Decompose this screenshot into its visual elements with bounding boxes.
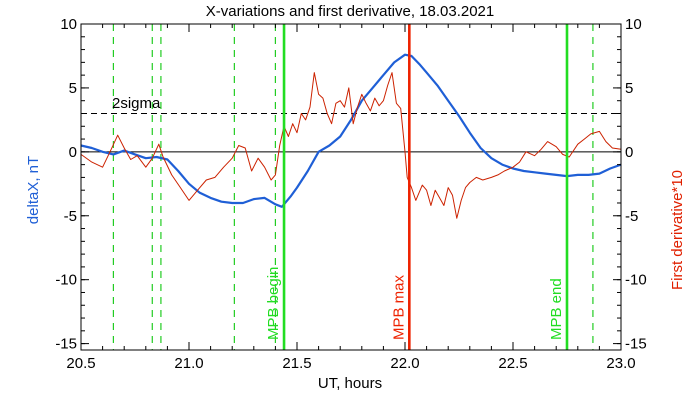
event-label-mpb-max: MPB max: [390, 274, 407, 340]
y-tick-label-left: 0: [69, 144, 77, 161]
x-axis-label: UT, hours: [318, 375, 382, 392]
deltaX-line: [80, 53, 622, 208]
y-tick-label-right: -10: [625, 272, 647, 289]
event-label-mpb-end: MPB end: [548, 278, 565, 340]
y-tick-label-left: 10: [60, 16, 77, 33]
x-tick-label: 20.5: [66, 355, 95, 372]
x-tick-label: 23.0: [606, 355, 635, 372]
y-tick-label-right: 5: [625, 80, 633, 97]
x-tick-label: 21.5: [282, 355, 311, 372]
y-axis-left-label: deltaX, nT: [25, 156, 42, 224]
event-label-mpb-begin: MPB begin: [265, 267, 282, 340]
chart-title: X-variations and first derivative, 18.03…: [206, 3, 495, 20]
x-tick-label: 22.0: [390, 355, 419, 372]
y-tick-label-left: -5: [64, 208, 77, 225]
y-axis-right-label: First derivative*10: [669, 170, 686, 290]
y-tick-label-right: 10: [625, 16, 642, 33]
y-tick-label-left: -10: [55, 272, 77, 289]
derivative-line: [80, 72, 622, 219]
y-tick-label-right: 0: [625, 144, 633, 161]
x-tick-label: 21.0: [174, 355, 203, 372]
sigma-label: 2sigma: [112, 95, 161, 112]
y-tick-label-right: -15: [625, 336, 647, 353]
y-tick-label-right: -5: [625, 208, 638, 225]
x-tick-label: 22.5: [498, 355, 527, 372]
y-tick-label-left: 5: [69, 80, 77, 97]
plot-area: MPB begin MPB max MPB end 20.5 21.0 21.5 22.0 2…: [55, 16, 646, 372]
plot-frame: [80, 23, 622, 351]
y-tick-label-left: -15: [55, 336, 77, 353]
